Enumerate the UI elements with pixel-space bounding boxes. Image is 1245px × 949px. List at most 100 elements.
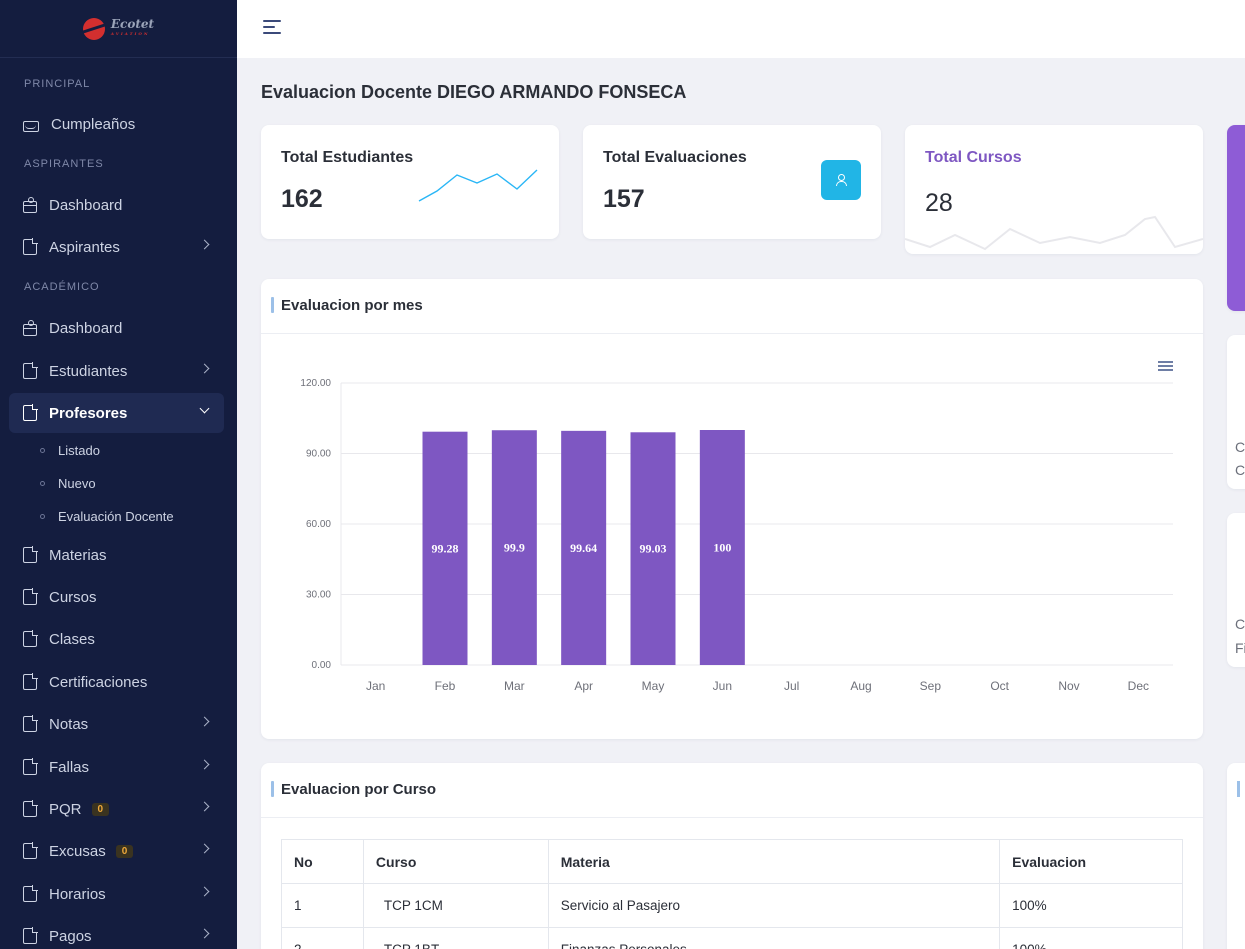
chevron-right-icon <box>199 239 210 250</box>
x-tick-label: Apr <box>574 679 593 693</box>
column-header[interactable]: Curso <box>362 839 549 884</box>
stat-card-estudiantes: Total Estudiantes 162 <box>261 125 559 239</box>
sidebar-item-label: Clases <box>49 630 95 648</box>
chevron-right-icon <box>199 886 210 897</box>
x-tick-label: Jun <box>713 679 732 693</box>
table-cell: Finanzas Personales <box>547 927 1001 949</box>
bar-jun[interactable] <box>699 430 745 665</box>
chevron-right-icon <box>199 716 210 727</box>
bar-feb[interactable] <box>422 431 468 665</box>
user-icon[interactable] <box>821 160 861 200</box>
bar-data-label: 99.28 <box>432 541 459 555</box>
sidebar-subitem-label: Listado <box>58 443 100 458</box>
partial-text: C <box>1235 616 1245 632</box>
sidebar: Ecotet AVIATION PRINCIPAL Cumpleaños ASP… <box>0 0 237 949</box>
column-header[interactable]: Evaluacion <box>999 839 1183 884</box>
partial-text: C <box>1235 462 1245 478</box>
sidebar-subitem-nuevo[interactable]: Nuevo <box>40 476 96 491</box>
bar-data-label: 99.9 <box>504 541 525 555</box>
chevron-right-icon <box>199 928 210 939</box>
stat-card-evaluaciones: Total Evaluaciones 157 <box>583 125 881 239</box>
sidebar-item-pagos[interactable]: Pagos <box>9 916 224 949</box>
sparkline-cursos <box>905 215 1203 251</box>
sidebar-item-label: PQR <box>49 800 82 818</box>
sidebar-item-label: Materias <box>49 546 107 564</box>
page-title: Evaluacion Docente DIEGO ARMANDO FONSECA <box>261 82 687 102</box>
document-icon <box>23 673 38 690</box>
chart-menu-icon[interactable] <box>1158 361 1173 372</box>
bar-data-label: 100 <box>713 541 731 555</box>
x-tick-label: Oct <box>990 679 1009 693</box>
sidebar-item-horarios[interactable]: Horarios <box>9 874 224 914</box>
sidebar-item-label: Certificaciones <box>49 673 148 691</box>
partial-card-purple <box>1227 125 1245 311</box>
x-tick-label: Nov <box>1058 679 1079 693</box>
gift-icon <box>23 319 37 336</box>
sidebar-item-cursos[interactable]: Cursos <box>9 577 224 617</box>
sidebar-item-cumpleanos[interactable]: Cumpleaños <box>9 104 224 144</box>
section-academico: ACADÉMICO <box>24 281 100 293</box>
sidebar-item-label: Estudiantes <box>49 362 128 380</box>
sidebar-item-estudiantes[interactable]: Estudiantes <box>9 351 224 391</box>
cake-icon <box>23 120 39 132</box>
course-table: No Curso Materia Evaluacion 1 TCP 1CM Se… <box>281 839 1183 949</box>
document-icon <box>23 404 38 421</box>
menu-toggle-icon[interactable] <box>263 20 283 36</box>
table-cell: TCP 1BT <box>362 927 549 949</box>
table-cell: 100% <box>999 883 1183 928</box>
section-principal: PRINCIPAL <box>24 78 91 90</box>
card-title: Evaluacion por mes <box>281 297 423 314</box>
sidebar-item-fallas[interactable]: Fallas <box>9 747 224 787</box>
table-cell: 2 <box>281 927 364 949</box>
gift-icon <box>23 196 37 213</box>
column-header[interactable]: Materia <box>547 839 1001 884</box>
brand-name: Ecotet <box>110 16 155 31</box>
sidebar-item-pqr[interactable]: PQR 0 <box>9 789 224 829</box>
sidebar-subitem-label: Nuevo <box>58 476 96 491</box>
y-tick-label: 30.00 <box>306 590 331 601</box>
column-header[interactable]: No <box>281 839 364 884</box>
bar-apr[interactable] <box>561 430 607 665</box>
document-icon <box>23 927 38 944</box>
document-icon <box>23 842 38 859</box>
chevron-right-icon <box>199 759 210 770</box>
monthly-chart-card: Evaluacion por mes 0.00 30.00 60.00 90.00 12… <box>261 279 1203 739</box>
sidebar-subitem-listado[interactable]: Listado <box>40 443 100 458</box>
sidebar-item-dashboard-aspirantes[interactable]: Dashboard <box>9 185 224 225</box>
x-tick-label: Dec <box>1128 679 1149 693</box>
course-table-card: Evaluacion por Curso No Curso Materia Ev… <box>261 763 1203 949</box>
x-tick-label: Sep <box>920 679 942 693</box>
sidebar-item-notas[interactable]: Notas <box>9 704 224 744</box>
sidebar-item-materias[interactable]: Materias <box>9 535 224 575</box>
document-icon <box>23 885 38 902</box>
x-tick-label: Jan <box>366 679 385 693</box>
card-title: Evaluacion por Curso <box>281 781 437 798</box>
bullet-icon <box>40 448 45 453</box>
bar-may[interactable] <box>630 432 676 665</box>
sidebar-item-excusas[interactable]: Excusas 0 <box>9 831 224 871</box>
chevron-down-icon <box>199 403 210 414</box>
x-tick-label: Jul <box>784 679 799 693</box>
brand-logo[interactable]: Ecotet AVIATION <box>0 0 237 58</box>
bar-mar[interactable] <box>491 430 537 665</box>
sidebar-subitem-evaluacion-docente[interactable]: Evaluación Docente <box>40 509 174 524</box>
y-tick-label: 90.00 <box>306 449 331 460</box>
accent-bar <box>1237 781 1240 797</box>
sidebar-item-dashboard-academico[interactable]: Dashboard <box>9 308 224 348</box>
sidebar-item-label: Pagos <box>49 927 92 945</box>
x-tick-label: May <box>642 679 665 693</box>
sidebar-item-aspirantes[interactable]: Aspirantes <box>9 227 224 267</box>
sidebar-item-label: Dashboard <box>49 196 123 214</box>
table-cell: TCP 1CM <box>362 883 549 928</box>
document-icon <box>23 630 38 647</box>
x-tick-label: Mar <box>504 679 525 693</box>
sidebar-item-profesores[interactable]: Profesores <box>9 393 224 433</box>
table-cell: 100% <box>999 927 1183 949</box>
table-header-row: No Curso Materia Evaluacion <box>281 839 1183 884</box>
sidebar-item-certificaciones[interactable]: Certificaciones <box>9 662 224 702</box>
sidebar-item-clases[interactable]: Clases <box>9 619 224 659</box>
chevron-right-icon <box>199 801 210 812</box>
document-icon <box>23 238 38 255</box>
sidebar-item-label: Aspirantes <box>49 238 120 256</box>
partial-card-1: C C <box>1227 335 1245 489</box>
